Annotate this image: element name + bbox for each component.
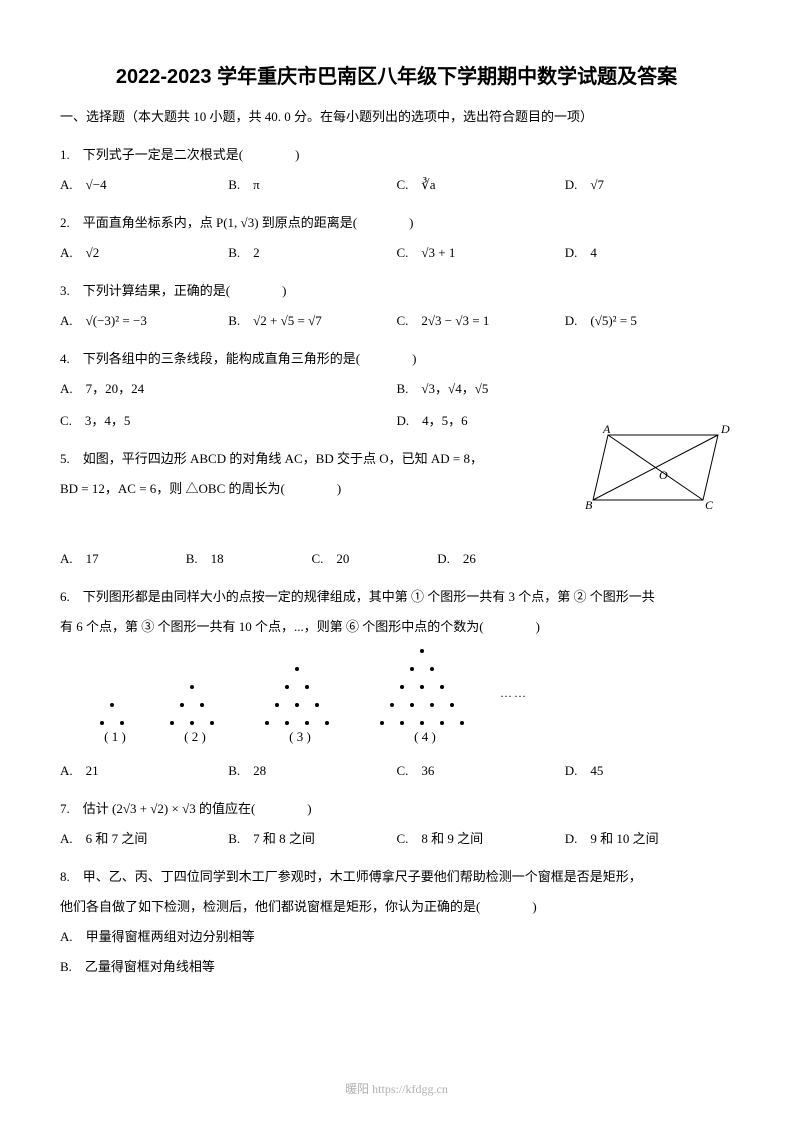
label-d: D [720,425,730,436]
q3-opt-d: D. (√5)² = 5 [565,308,733,334]
q1-opt-d: D. √7 [565,172,733,198]
q7-opt-b: B. 7 和 8 之间 [228,826,396,852]
question-3: 3. 下列计算结果，正确的是( ) A. √(−3)² = −3 B. √2 +… [60,278,733,334]
q2-opt-c: C. √3 + 1 [397,240,565,266]
q1-options: A. √−4 B. π C. ∛a D. √7 [60,172,733,198]
question-6: 6. 下列图形都是由同样大小的点按一定的规律组成，其中第 ① 个图形一共有 3 … [60,584,733,784]
fig1-label: ( 1 ) [104,724,126,750]
label-a: A [602,425,611,436]
q5-opt-c: C. 20 [312,546,438,572]
q4-options-1: A. 7，20，24 B. √3，√4，√5 [60,376,733,402]
q7-opt-d: D. 9 和 10 之间 [565,826,733,852]
q4-opt-a: A. 7，20，24 [60,376,397,402]
q1-opt-c: C. ∛a [397,172,565,198]
label-b: B [585,498,593,512]
question-2: 2. 平面直角坐标系内，点 P(1, √3) 到原点的距离是( ) A. √2 … [60,210,733,266]
q4-opt-b: B. √3，√4，√5 [397,376,734,402]
q5-options: A. 17 B. 18 C. 20 D. 26 [60,546,563,572]
label-o: O [659,468,668,482]
fig4-label: ( 4 ) [414,724,436,750]
parallelogram-svg: A D B C O [583,425,733,515]
q6-stem-a: 6. 下列图形都是由同样大小的点按一定的规律组成，其中第 ① 个图形一共有 3 … [60,584,733,610]
page-title: 2022-2023 学年重庆市巴南区八年级下学期期中数学试题及答案 [60,60,733,89]
fig2-label: ( 2 ) [184,724,206,750]
q6-options: A. 21 B. 28 C. 36 D. 45 [60,758,733,784]
q5-opt-b: B. 18 [186,546,312,572]
q2-opt-d: D. 4 [565,240,733,266]
question-7: 7. 估计 (2√3 + √2) × √3 的值应在( ) A. 6 和 7 之… [60,796,733,852]
q7-opt-c: C. 8 和 9 之间 [397,826,565,852]
q5-stem-a: 5. 如图，平行四边形 ABCD 的对角线 AC，BD 交于点 O，已知 AD … [60,446,563,472]
q6-opt-a: A. 21 [60,758,228,784]
q8-opt-b: B. 乙量得窗框对角线相等 [60,954,733,980]
q7-opt-a: A. 6 和 7 之间 [60,826,228,852]
q6-stem-b: 有 6 个点，第 ③ 个图形一共有 10 个点，...，则第 ⑥ 个图形中点的个… [60,614,733,640]
question-4: 4. 下列各组中的三条线段，能构成直角三角形的是( ) A. 7，20，24 B… [60,346,733,434]
q8-opt-a: A. 甲量得窗框两组对边分别相等 [60,924,733,950]
q1-opt-a: A. √−4 [60,172,228,198]
q2-stem: 2. 平面直角坐标系内，点 P(1, √3) 到原点的距离是( ) [60,210,733,236]
q6-opt-c: C. 36 [397,758,565,784]
q6-opt-d: D. 45 [565,758,733,784]
q2-opt-b: B. 2 [228,240,396,266]
question-8: 8. 甲、乙、丙、丁四位同学到木工厂参观时，木工师傅拿尺子要他们帮助检测一个窗框… [60,864,733,984]
q7-options: A. 6 和 7 之间 B. 7 和 8 之间 C. 8 和 9 之间 D. 9… [60,826,733,852]
q3-stem: 3. 下列计算结果，正确的是( ) [60,278,733,304]
q4-stem: 4. 下列各组中的三条线段，能构成直角三角形的是( ) [60,346,733,372]
page-footer: 暖阳 https://kfdgg.cn [0,1080,793,1097]
diag-bd [593,435,718,500]
q1-stem: 1. 下列式子一定是二次根式是( ) [60,142,733,168]
q8-stem-b: 他们各自做了如下检测，检测后，他们都说窗框是矩形，你认为正确的是( ) [60,894,733,920]
q3-opt-c: C. 2√3 − √3 = 1 [397,308,565,334]
q3-options: A. √(−3)² = −3 B. √2 + √5 = √7 C. 2√3 − … [60,308,733,334]
q3-opt-a: A. √(−3)² = −3 [60,308,228,334]
fig3-label: ( 3 ) [289,724,311,750]
section-header: 一、选择题（本大题共 10 小题，共 40. 0 分。在每小题列出的选项中，选出… [60,107,733,128]
q5-opt-a: A. 17 [60,546,186,572]
label-c: C [705,498,714,512]
q4-opt-c: C. 3，4，5 [60,408,397,434]
q7-stem: 7. 估计 (2√3 + √2) × √3 的值应在( ) [60,796,733,822]
q2-options: A. √2 B. 2 C. √3 + 1 D. 4 [60,240,733,266]
q5-opt-d: D. 26 [437,546,563,572]
q6-opt-b: B. 28 [228,758,396,784]
q5-stem-b: BD = 12，AC = 6，则 △OBC 的周长为( ) [60,476,563,502]
q1-opt-b: B. π [228,172,396,198]
q8-stem-a: 8. 甲、乙、丙、丁四位同学到木工厂参观时，木工师傅拿尺子要他们帮助检测一个窗框… [60,864,733,890]
question-1: 1. 下列式子一定是二次根式是( ) A. √−4 B. π C. ∛a D. … [60,142,733,198]
q3-opt-b: B. √2 + √5 = √7 [228,308,396,334]
q8-options: A. 甲量得窗框两组对边分别相等 B. 乙量得窗框对角线相等 [60,924,733,984]
q2-opt-a: A. √2 [60,240,228,266]
parallelogram-diagram: A D B C O [583,425,733,515]
dot-pattern-figure: ( 1 ) ( 2 ) ( 3 ) [90,660,733,750]
fig-ellipsis: …… [500,681,528,705]
